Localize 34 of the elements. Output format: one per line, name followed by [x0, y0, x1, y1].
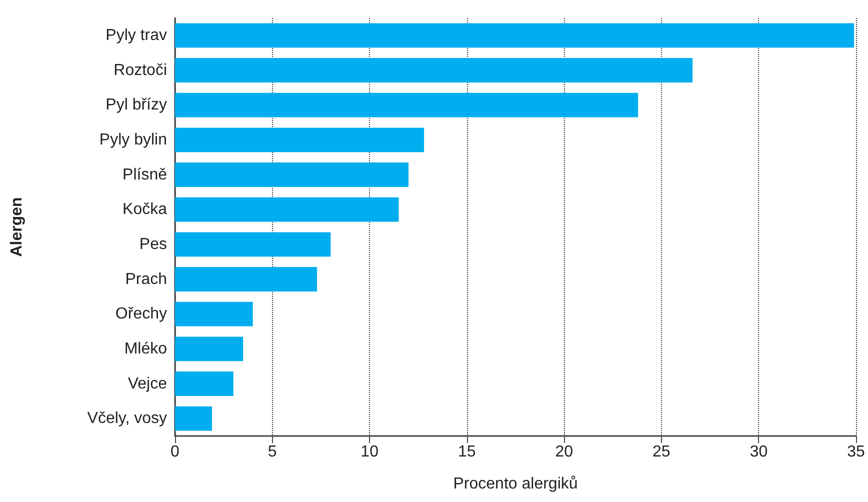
x-tick-label: 20 — [555, 444, 574, 460]
y-tick-label: Pes — [139, 236, 167, 253]
x-tick-label: 10 — [360, 444, 379, 460]
bar — [175, 232, 331, 257]
y-tick-label: Kočka — [122, 201, 168, 218]
bar — [175, 372, 234, 396]
x-tick-label: 25 — [652, 444, 670, 460]
y-tick-label: Roztoči — [114, 62, 167, 79]
bar — [175, 23, 854, 48]
bar — [175, 406, 212, 431]
y-tick-label: Pyly trav — [106, 26, 167, 44]
x-tick-label: 0 — [170, 444, 180, 460]
y-tick-label: Plísně — [122, 166, 168, 184]
y-tick-label: Ořechy — [115, 306, 167, 323]
x-axis-title: Procento alergiků — [453, 476, 578, 492]
y-tick-label: Pyl břízy — [106, 96, 167, 114]
bar — [175, 336, 244, 362]
x-tick-label: 5 — [268, 444, 277, 460]
bar — [175, 197, 399, 222]
y-tick-label: Včely, vosy — [87, 410, 167, 428]
y-axis-title: Alergen — [8, 197, 26, 257]
bar — [175, 58, 693, 82]
bar — [175, 92, 638, 118]
x-tick-label: 35 — [847, 444, 865, 460]
y-tick-label: Mléko — [124, 340, 168, 358]
bar — [175, 128, 424, 152]
bar — [175, 302, 253, 326]
x-tick-label: 30 — [750, 444, 768, 460]
y-tick-label: Vejce — [128, 375, 168, 392]
y-tick-label: Pyly bylin — [99, 131, 167, 148]
x-tick-label: 15 — [458, 444, 476, 460]
bar — [175, 267, 318, 292]
bar — [175, 162, 408, 187]
y-tick-label: Prach — [125, 270, 167, 288]
